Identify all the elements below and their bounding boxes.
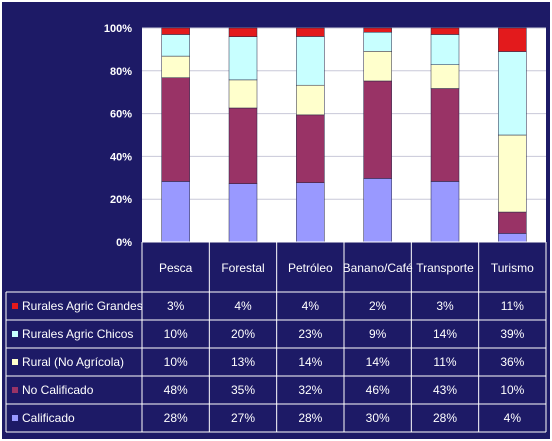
legend-label-rurales-agric-chicos: Rurales Agric Chicos <box>22 327 133 341</box>
bar-segment-rurales-agric-chicos <box>498 51 527 136</box>
bar-segment-rurales-agric-grandes <box>363 27 392 33</box>
table-cell: 3% <box>167 299 185 313</box>
category-label-turismo: Turismo <box>491 261 534 275</box>
y-tick-label: 60% <box>110 109 132 121</box>
y-tick-label: 0% <box>116 237 132 249</box>
table-cell: 46% <box>366 383 390 397</box>
table-cell: 20% <box>231 327 255 341</box>
table-cell: 14% <box>433 327 457 341</box>
legend-swatch-rural-no-agricola <box>12 359 18 365</box>
y-tick-label: 80% <box>110 66 132 78</box>
table-cell: 43% <box>433 383 457 397</box>
legend-swatch-calificado <box>12 415 18 421</box>
table-cell: 10% <box>164 327 188 341</box>
bars <box>161 27 527 243</box>
table-cell: 2% <box>369 299 387 313</box>
bar-segment-rurales-agric-grandes <box>498 27 527 52</box>
bar-segment-rurales-agric-chicos <box>161 34 190 57</box>
bar-segment-rurales-agric-grandes <box>161 27 190 35</box>
bar-segment-no-calificado <box>363 80 392 179</box>
bar-segment-calificado <box>498 233 527 243</box>
legend-swatch-no-calificado <box>12 387 18 393</box>
bar-segment-rurales-agric-chicos <box>363 31 392 52</box>
table-cell: 14% <box>366 355 390 369</box>
bar-segment-calificado <box>296 182 325 243</box>
bar-segment-rural-no-agricola <box>228 79 258 109</box>
table-cell: 23% <box>298 327 322 341</box>
bar-segment-rurales-agric-chicos <box>296 36 325 86</box>
bar-segment-rural-no-agricola <box>430 64 460 89</box>
table-cell: 11% <box>501 299 524 313</box>
bar-segment-no-calificado <box>161 77 190 182</box>
category-label-forestal: Forestal <box>221 261 264 275</box>
table-cell: 28% <box>433 411 457 425</box>
table-cell: 4% <box>504 411 522 425</box>
data-table: Pesca Forestal Petróleo Banano/Café Transpor… <box>5 241 547 433</box>
bar-segment-rural-no-agricola <box>363 51 392 82</box>
table-cell: 28% <box>164 411 188 425</box>
bar-segment-rurales-agric-chicos <box>430 34 460 65</box>
bar-segment-calificado <box>363 178 392 243</box>
bar-segment-rurales-agric-grandes <box>430 27 460 35</box>
gridlines <box>142 27 546 200</box>
category-label-banano-cafe: Banano/Café <box>343 261 413 275</box>
table-cell: 32% <box>298 383 322 397</box>
bar-segment-rural-no-agricola <box>161 55 190 78</box>
table-cell: 4% <box>234 299 252 313</box>
y-tick-label: 20% <box>110 194 132 206</box>
legend-swatch-rurales-agric-grandes <box>12 303 18 309</box>
bar-segment-rurales-agric-chicos <box>228 36 258 81</box>
category-label-petroleo: Petróleo <box>288 261 333 275</box>
table-cell: 27% <box>231 411 255 425</box>
table-cell: 3% <box>436 299 454 313</box>
table-cell: 28% <box>298 411 322 425</box>
table-cell: 9% <box>369 327 387 341</box>
bar-segment-rural-no-agricola <box>498 134 527 213</box>
y-tick-label: 40% <box>110 151 132 163</box>
table-cell: 13% <box>231 355 255 369</box>
category-label-pesca: Pesca <box>159 261 193 275</box>
table-cell: 35% <box>231 383 255 397</box>
table-cell: 10% <box>164 355 188 369</box>
bar-segment-rural-no-agricola <box>296 84 325 116</box>
bar-segment-no-calificado <box>228 107 258 184</box>
table-cell: 48% <box>164 383 188 397</box>
table-cell: 39% <box>500 327 524 341</box>
bar-segment-calificado <box>228 183 258 243</box>
category-label-transporte: Transporte <box>416 261 474 275</box>
bar-segment-no-calificado <box>498 211 527 234</box>
bar-segment-calificado <box>161 181 190 243</box>
table-cell: 10% <box>500 383 524 397</box>
y-axis-ticks: 0% 20% 40% 60% 80% 100% <box>104 23 132 249</box>
table-cell: 4% <box>302 299 320 313</box>
bar-segment-rurales-agric-grandes <box>296 27 325 37</box>
bar-segment-rurales-agric-grandes <box>228 27 258 37</box>
legend-label-rural-no-agricola: Rural (No Agrícola) <box>22 355 124 369</box>
table-cell: 36% <box>500 355 524 369</box>
legend-label-no-calificado: No Calificado <box>22 383 94 397</box>
table-cell: 30% <box>366 411 390 425</box>
bar-segment-calificado <box>430 181 460 243</box>
table-cell: 11% <box>433 355 456 369</box>
legend-label-rurales-agric-grandes: Rurales Agric Grandes <box>22 299 143 313</box>
bar-segment-no-calificado <box>296 114 325 183</box>
plot-area <box>142 28 546 242</box>
legend-swatch-rurales-agric-chicos <box>12 331 18 337</box>
legend-label-calificado: Calificado <box>22 411 75 425</box>
table-cell: 14% <box>298 355 322 369</box>
y-tick-label: 100% <box>104 23 132 35</box>
bar-segment-no-calificado <box>430 88 460 182</box>
